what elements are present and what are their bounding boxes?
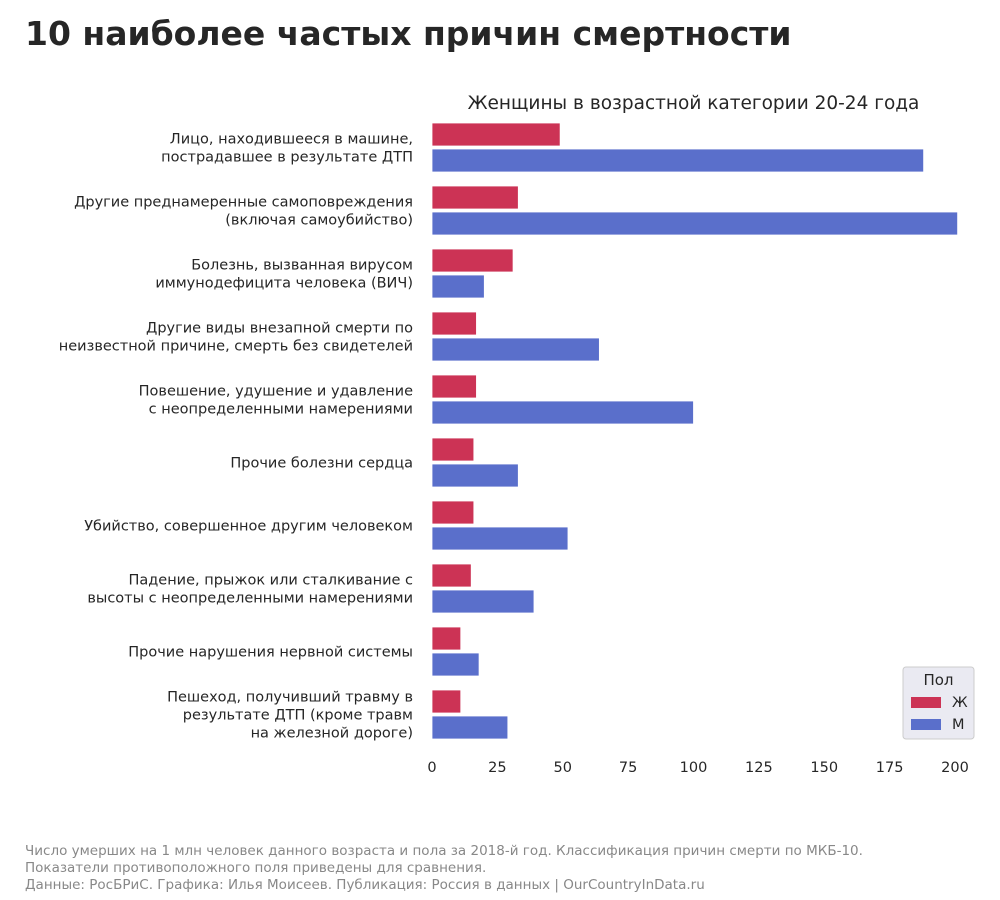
bar-f [431, 626, 462, 651]
x-tick-label: 75 [619, 760, 637, 776]
category-label: Прочие нарушения нервной системы [128, 645, 413, 661]
x-tick-label: 100 [680, 760, 708, 776]
bar-m [431, 148, 925, 173]
x-tick-label: 200 [941, 760, 969, 776]
category-label: Другие виды внезапной смерти по неизвестн… [59, 321, 413, 355]
bar-m [431, 400, 694, 425]
category-label: Падение, прыжок или сталкивание с высоты … [87, 573, 413, 607]
category-label: Пешеход, получивший травму в результате Д… [167, 690, 413, 742]
x-tick-label: 150 [810, 760, 838, 776]
legend-label: Ж [952, 695, 968, 711]
x-tick-label: 0 [427, 760, 436, 776]
x-tick-label: 125 [745, 760, 773, 776]
footer-note-methodology: Число умерших на 1 млн человек данного в… [25, 843, 863, 859]
footer-note-source: Данные: РосБРиС. Графика: Илья Моисеев. … [25, 877, 705, 893]
bar-m [431, 589, 535, 614]
category-label: Убийство, совершенное другим человеком [84, 519, 413, 535]
legend-swatch [911, 719, 941, 730]
bar-m [431, 337, 600, 362]
x-tick-label: 175 [876, 760, 904, 776]
chart-title: Женщины в возрастной категории 20-24 год… [468, 93, 920, 114]
footer-notes: Число умерших на 1 млн человек данного в… [25, 843, 863, 894]
category-label: Прочие болезни сердца [230, 456, 413, 472]
x-tick-label: 25 [488, 760, 506, 776]
category-label: Другие преднамеренные самоповреждения (вк… [74, 195, 413, 229]
category-label: Повешение, удушение и удавление с неопред… [139, 384, 413, 418]
bar-f [431, 311, 477, 336]
bar-chart: Женщины в возрастной категории 20-24 год… [59, 93, 975, 776]
bar-f [431, 563, 472, 588]
bar-m [431, 526, 569, 551]
bar-f [431, 374, 477, 399]
bar-f [431, 689, 462, 714]
bar-f [431, 185, 519, 210]
bar-f [431, 248, 514, 273]
x-tick-label: 50 [554, 760, 572, 776]
footer-note-comparison: Показатели противоположного поля приведе… [25, 860, 487, 876]
bar-m [431, 463, 519, 488]
bar-f [431, 122, 561, 147]
legend-title: Пол [923, 671, 953, 689]
bar-f [431, 437, 475, 462]
category-label: Болезнь, вызванная вирусом иммунодефицита… [155, 258, 413, 292]
page-title: 10 наиболее частых причин смертности [25, 14, 792, 53]
category-label: Лицо, находившееся в машине, пострадавшее… [161, 132, 413, 166]
bar-f [431, 500, 475, 525]
legend-label: М [952, 717, 965, 733]
bar-m [431, 274, 485, 299]
bar-m [431, 652, 480, 677]
bar-m [431, 211, 959, 236]
legend-swatch [911, 697, 941, 708]
bar-m [431, 715, 509, 740]
